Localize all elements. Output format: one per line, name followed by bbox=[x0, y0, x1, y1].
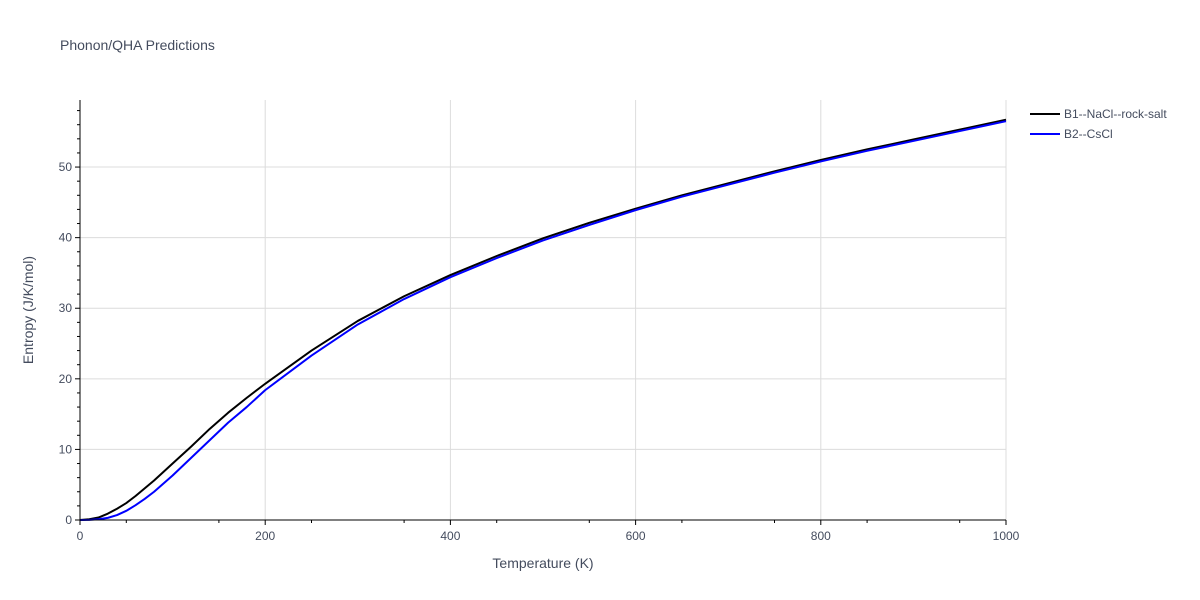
series-line-1[interactable] bbox=[79, 120, 1007, 521]
x-tick-label: 200 bbox=[255, 529, 275, 543]
grid bbox=[80, 100, 1007, 520]
x-tick-label: 800 bbox=[811, 529, 831, 543]
x-tick-label: 600 bbox=[626, 529, 646, 543]
x-tick-label: 400 bbox=[440, 529, 460, 543]
legend-item-1[interactable]: B2--CsCl bbox=[1030, 127, 1113, 141]
y-tick-label: 10 bbox=[59, 442, 73, 456]
x-tick-label: 0 bbox=[77, 529, 84, 543]
y-tick-label: 50 bbox=[59, 160, 73, 174]
series-lines bbox=[79, 118, 1007, 521]
ticks: 0 200 400 600 800 1000 0 10 20 30 40 50 bbox=[59, 110, 1020, 543]
chart-title: Phonon/QHA Predictions bbox=[60, 37, 215, 53]
y-tick-label: 0 bbox=[65, 513, 72, 527]
legend-label: B1--NaCl--rock-salt bbox=[1064, 107, 1167, 121]
y-tick-label: 20 bbox=[59, 372, 73, 386]
y-tick-label: 40 bbox=[59, 231, 73, 245]
series-line-0[interactable] bbox=[79, 118, 1007, 521]
legend-item-0[interactable]: B1--NaCl--rock-salt bbox=[1030, 107, 1167, 121]
x-tick-label: 1000 bbox=[993, 529, 1020, 543]
x-axis-label: Temperature (K) bbox=[492, 555, 593, 571]
legend-label: B2--CsCl bbox=[1064, 127, 1113, 141]
legend[interactable]: B1--NaCl--rock-salt B2--CsCl bbox=[1030, 107, 1167, 141]
y-axis-label: Entropy (J/K/mol) bbox=[20, 256, 36, 364]
axes bbox=[79, 100, 1006, 521]
y-tick-label: 30 bbox=[59, 301, 73, 315]
